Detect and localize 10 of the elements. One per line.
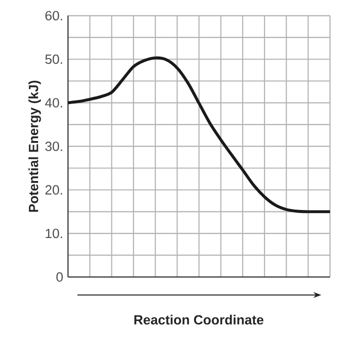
line-series [66,56,332,214]
y-tick-label: 30. [45,142,62,152]
y-tick-label: 40. [45,98,62,108]
x-axis-title: Reaction Coordinate [134,314,264,325]
y-tick-label: 0 [56,272,63,282]
y-tick-label: 50. [45,54,62,64]
y-tick-label: 10. [46,228,62,238]
y-tick-label: 20. [45,185,62,195]
y-tick-label: 60. [45,10,62,20]
y-axis-title: Potential Energy (kJ) [28,80,41,212]
